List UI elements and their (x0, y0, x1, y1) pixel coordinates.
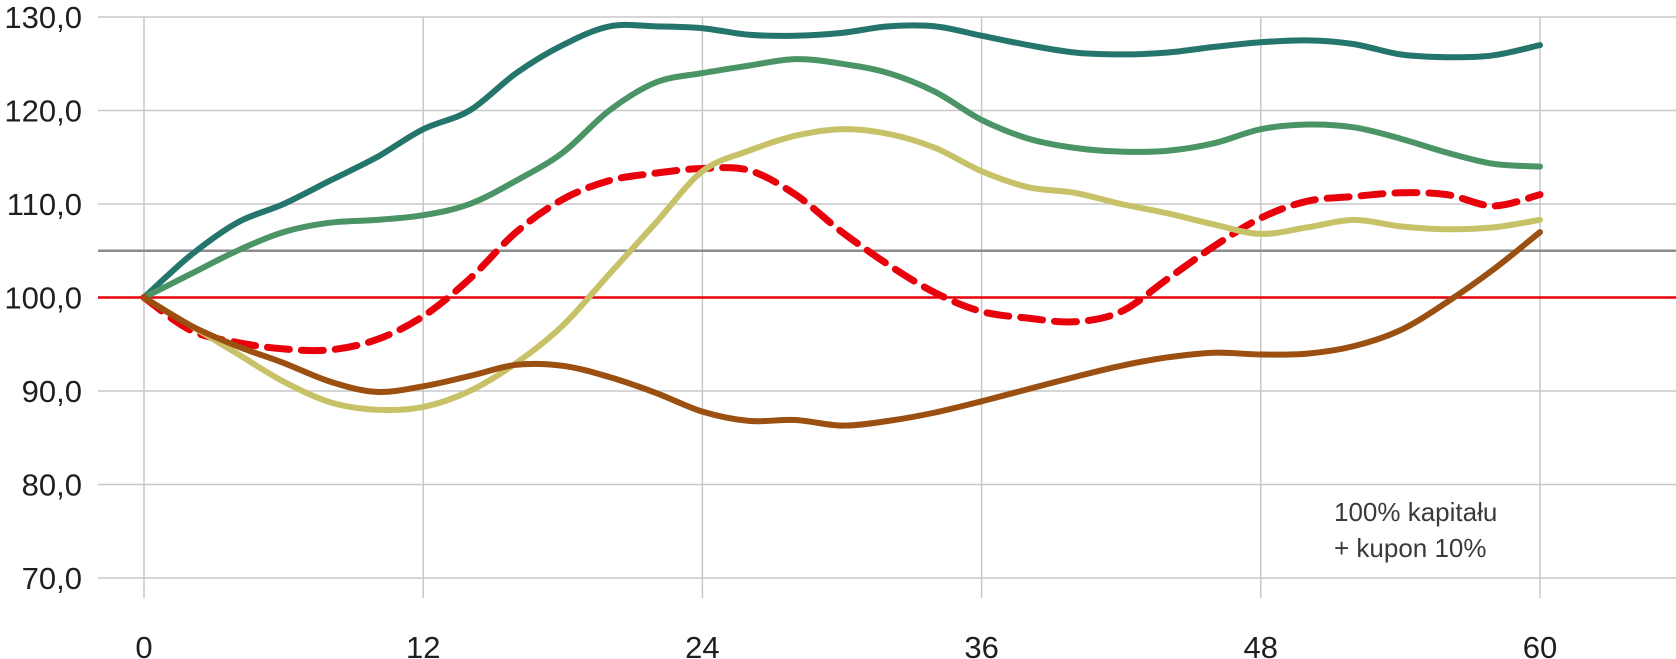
y-tick-label: 80,0 (22, 468, 82, 503)
y-tick-label: 110,0 (7, 187, 82, 222)
annotation-line-2: + kupon 10% (1334, 533, 1487, 563)
x-gridlines (143, 17, 1541, 598)
series-line-2 (141, 56, 1543, 301)
series-line-5 (141, 229, 1543, 429)
y-tick-label: 100,0 (4, 281, 82, 316)
y-tick-label: 70,0 (22, 561, 82, 596)
y-tick-label: 130,0 (4, 0, 82, 35)
x-axis-tick-labels: 0 12 24 36 48 60 (135, 630, 1557, 659)
series-lines (140, 21, 1544, 429)
x-tick-label: 48 (1244, 630, 1278, 659)
x-tick-label: 60 (1523, 630, 1557, 659)
x-tick-label: 24 (685, 630, 719, 659)
x-tick-label: 36 (964, 630, 998, 659)
x-tick-label: 0 (135, 630, 152, 659)
y-axis-tick-labels: 70,0 80,0 90,0 100,0 110,0 120,0 130,0 (4, 0, 82, 596)
y-tick-label: 120,0 (4, 94, 82, 129)
reference-lines (98, 249, 1676, 299)
series-line-3 (140, 164, 1544, 355)
series-line-1 (141, 21, 1543, 301)
annotation-line-1: 100% kapitału (1334, 497, 1497, 527)
y-tick-label: 90,0 (22, 374, 82, 409)
series-line-4 (141, 126, 1543, 414)
x-tick-label: 12 (406, 630, 440, 659)
